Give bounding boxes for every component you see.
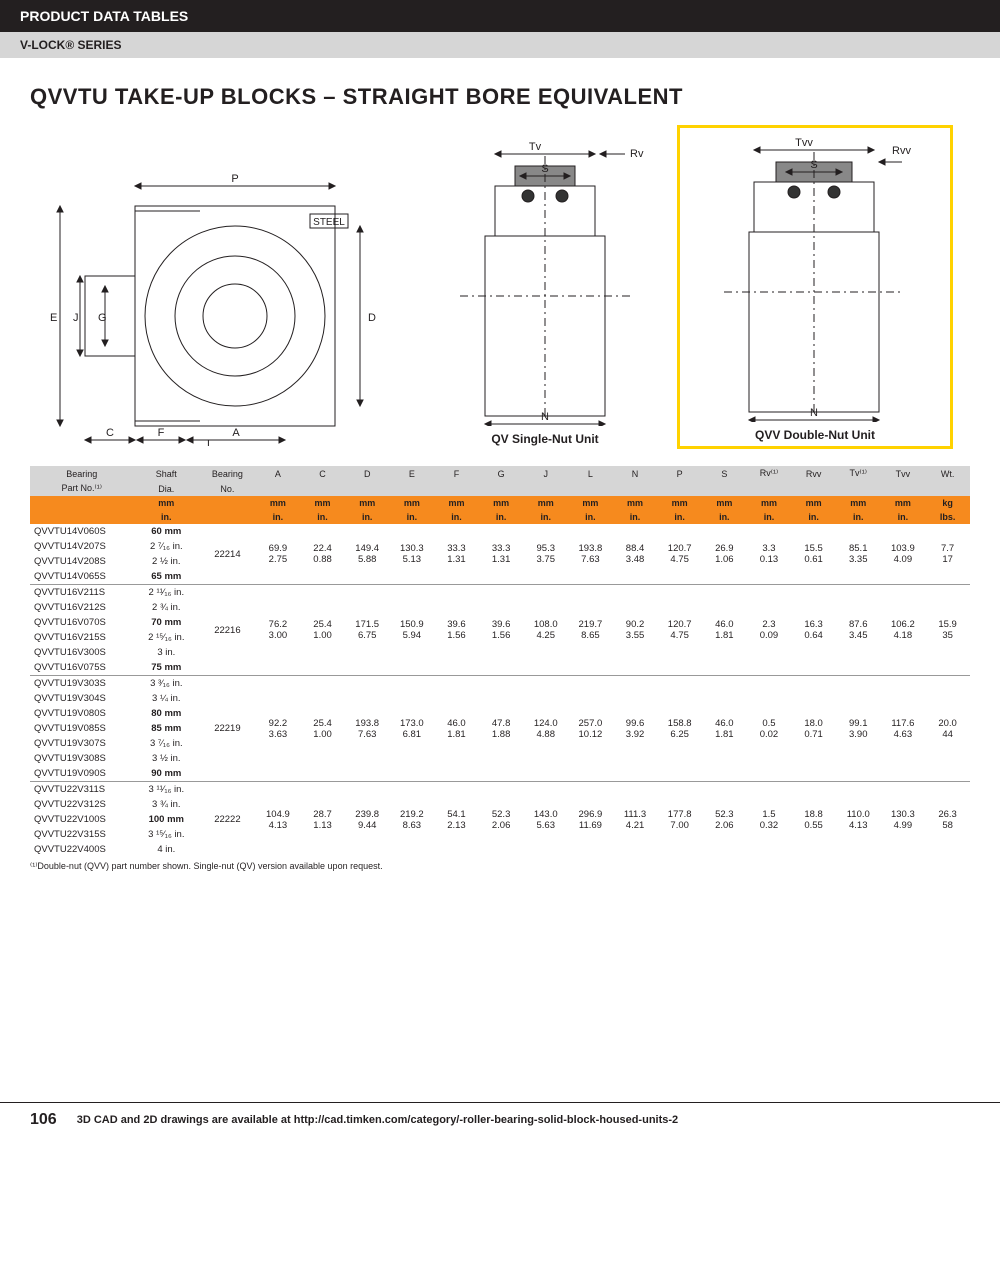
page-content: QVVTU TAKE-UP BLOCKS – STRAIGHT BORE EQU…	[0, 58, 1000, 882]
diagram-row: STEEL P E J G	[30, 128, 970, 446]
diagram-qvv: Tvv Rvv S N QVV Double-Nut Unit	[680, 128, 950, 446]
footnote: ⁽¹⁾Double-nut (QVV) part number shown. S…	[30, 861, 970, 872]
svg-text:L: L	[207, 439, 213, 446]
page-number: 106	[30, 1111, 57, 1129]
svg-text:A: A	[232, 427, 240, 439]
svg-text:Rv: Rv	[630, 148, 644, 160]
table-row: QVVTU16V211S2 ¹¹⁄₁₆ in.2221676.23.0025.4…	[30, 585, 970, 601]
svg-text:N: N	[810, 407, 818, 419]
page-footer: 106 3D CAD and 2D drawings are available…	[0, 1102, 1000, 1137]
svg-text:S: S	[810, 159, 817, 171]
data-table: BearingShaftBearingACDEFGJLNPSRv⁽¹⁾RvvTv…	[30, 466, 970, 857]
svg-text:D: D	[368, 312, 376, 324]
svg-text:F: F	[158, 427, 165, 439]
svg-text:G: G	[98, 312, 107, 324]
black-header-bar: PRODUCT DATA TABLES	[0, 0, 1000, 32]
page-title: QVVTU TAKE-UP BLOCKS – STRAIGHT BORE EQU…	[30, 84, 970, 110]
table-row: QVVTU22V311S3 ¹¹⁄₁₆ in.22222104.94.1328.…	[30, 782, 970, 798]
svg-text:C: C	[106, 427, 114, 439]
svg-text:N: N	[541, 411, 549, 423]
diagram-qv: Tv Rv S N QV Single-Nut Unit	[420, 136, 670, 446]
diagram-main: STEEL P E J G	[30, 156, 410, 446]
svg-text:Rvv: Rvv	[892, 145, 911, 157]
caption-qvv: QVV Double-Nut Unit	[684, 428, 946, 442]
svg-text:P: P	[231, 173, 238, 185]
grey-series-bar: V-LOCK® SERIES	[0, 32, 1000, 58]
footer-text: 3D CAD and 2D drawings are available at …	[77, 1114, 678, 1126]
caption-qv: QV Single-Nut Unit	[420, 432, 670, 446]
svg-text:J: J	[73, 312, 79, 324]
steel-label: STEEL	[313, 217, 345, 228]
table-row: QVVTU14V060S60 mm2221469.92.7522.40.8814…	[30, 524, 970, 539]
svg-text:E: E	[50, 312, 57, 324]
table-row: QVVTU19V303S3 ³⁄₁₆ in.2221992.23.6325.41…	[30, 676, 970, 692]
svg-text:Tvv: Tvv	[795, 137, 813, 149]
svg-text:S: S	[541, 163, 548, 175]
svg-text:Tv: Tv	[529, 141, 542, 153]
